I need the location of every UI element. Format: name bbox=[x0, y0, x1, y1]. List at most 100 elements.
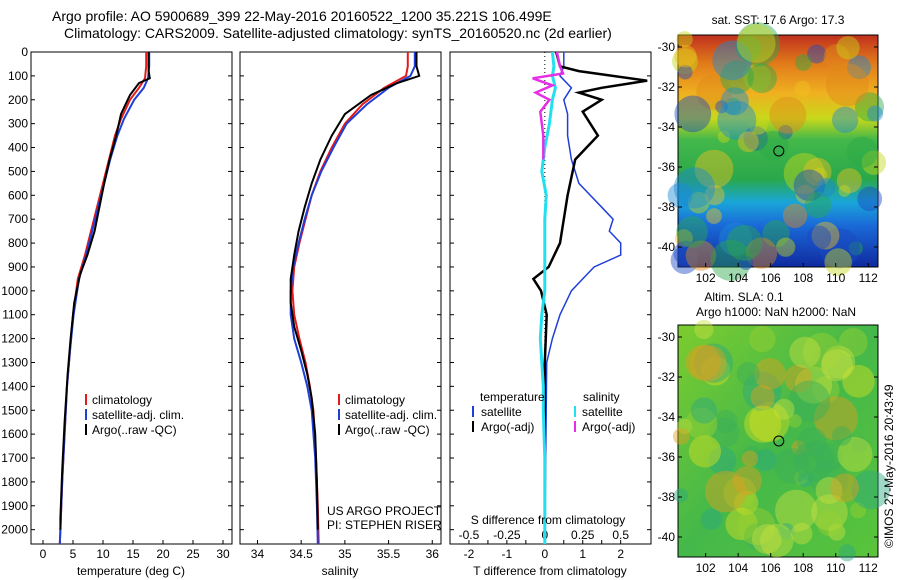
map-texture bbox=[790, 522, 813, 545]
depth-tick-label: 1300 bbox=[1, 355, 28, 369]
map-texture bbox=[709, 417, 740, 448]
map-texture bbox=[789, 336, 821, 368]
map-lat-tick-label: -38 bbox=[658, 200, 676, 214]
map-lon-tick-label: 112 bbox=[859, 271, 878, 285]
map-texture bbox=[685, 240, 717, 271]
map-texture bbox=[819, 228, 860, 269]
temperature-climatology-line bbox=[58, 52, 148, 545]
t-difference-argo-line bbox=[531, 51, 648, 530]
climatology-title: Climatology: CARS2009. Satellite-adjuste… bbox=[64, 25, 612, 41]
map-texture bbox=[754, 449, 777, 471]
map-texture bbox=[741, 450, 759, 467]
depth-tick-label: 500 bbox=[8, 164, 28, 178]
map-texture bbox=[743, 126, 768, 151]
salinity-legend: climatology satellite-adj. clim. Argo(..… bbox=[338, 393, 437, 437]
map-lon-tick-label: 108 bbox=[793, 561, 813, 575]
map-texture bbox=[848, 241, 863, 256]
map-lon-tick-label: 106 bbox=[761, 271, 781, 285]
depth-tick-label: 2000 bbox=[1, 523, 28, 537]
depth-tick-label: 100 bbox=[8, 69, 28, 83]
argo-position-marker bbox=[773, 435, 785, 447]
depth-tick-label: 0 bbox=[21, 45, 28, 59]
map-texture bbox=[811, 221, 840, 250]
map-texture bbox=[760, 523, 794, 558]
map-texture bbox=[667, 182, 693, 208]
map-texture bbox=[673, 488, 689, 503]
map-lat-tick-label: -38 bbox=[658, 490, 676, 504]
t-difference-satellite-line bbox=[544, 52, 622, 545]
salinity-xlabel: salinity bbox=[322, 564, 359, 578]
depth-tick-label: 1900 bbox=[1, 499, 28, 513]
map-texture bbox=[804, 191, 832, 219]
temperature-panel bbox=[30, 51, 233, 545]
map-texture bbox=[836, 36, 860, 60]
map-texture bbox=[837, 436, 873, 472]
map-texture bbox=[813, 396, 858, 441]
map-lon-tick-label: 104 bbox=[728, 271, 748, 285]
salinity-climatology-line bbox=[291, 52, 409, 545]
map-texture bbox=[769, 96, 807, 134]
temperature-tick-label: 10 bbox=[96, 547, 110, 561]
map-texture bbox=[673, 167, 716, 209]
map-texture bbox=[736, 24, 776, 63]
temperature-tick-label: 15 bbox=[126, 547, 140, 561]
map-texture bbox=[733, 490, 759, 515]
temperature-tick-label: 0 bbox=[40, 547, 47, 561]
map-texture bbox=[784, 364, 813, 393]
map-texture bbox=[700, 508, 723, 530]
salinity-tick-label: 34 bbox=[251, 547, 265, 561]
depth-tick-label: 200 bbox=[8, 93, 28, 107]
map-texture bbox=[812, 167, 828, 183]
map-texture bbox=[793, 169, 826, 202]
depth-tick-label: 1700 bbox=[1, 451, 28, 465]
sst-map-title: sat. SST: 17.6 Argo: 17.3 bbox=[712, 13, 845, 27]
map-lat-tick-label: -40 bbox=[658, 240, 676, 254]
s-difference-satellite-line bbox=[538, 51, 557, 544]
map-lat-tick-label: -36 bbox=[658, 450, 676, 464]
salinity-tick-label: 36 bbox=[426, 547, 440, 561]
map-texture bbox=[791, 440, 807, 456]
map-texture bbox=[795, 184, 815, 204]
map-texture bbox=[751, 524, 782, 554]
map-texture bbox=[820, 349, 853, 382]
legend-label-satellite: satellite-adj. clim. bbox=[92, 408, 184, 422]
legend-label-s-satellite: satellite bbox=[582, 405, 623, 419]
depth-tick-label: 1100 bbox=[2, 308, 28, 322]
map-texture bbox=[676, 418, 693, 434]
map-texture bbox=[720, 60, 754, 95]
map-texture bbox=[817, 510, 843, 537]
map-texture bbox=[712, 40, 753, 81]
sla-map bbox=[672, 319, 891, 562]
map-texture bbox=[776, 237, 796, 257]
map-lat-tick-label: -34 bbox=[658, 410, 676, 424]
map-texture bbox=[762, 219, 790, 248]
map-texture bbox=[828, 523, 846, 541]
depth-tick-label: 1800 bbox=[1, 475, 28, 489]
map-texture bbox=[773, 398, 795, 420]
map-texture bbox=[787, 414, 802, 428]
salinity-panel bbox=[239, 51, 442, 545]
map-lon-tick-label: 110 bbox=[826, 271, 845, 285]
map-texture bbox=[857, 186, 883, 212]
map-texture bbox=[715, 100, 728, 114]
map-texture bbox=[726, 224, 763, 261]
map-texture bbox=[717, 100, 757, 140]
sla-map-subtitle: Argo h1000: NaN h2000: NaN bbox=[696, 305, 856, 319]
map-texture bbox=[696, 74, 732, 110]
map-lat-tick-label: -30 bbox=[658, 40, 676, 54]
map-texture bbox=[795, 54, 812, 71]
map-lat-tick-label: -34 bbox=[658, 120, 676, 134]
map-texture bbox=[797, 427, 827, 458]
map-texture bbox=[744, 405, 782, 443]
t-difference-tick-label: 2 bbox=[617, 547, 624, 561]
map-texture bbox=[717, 130, 731, 143]
map-texture bbox=[832, 106, 859, 133]
map-lat-tick-label: -32 bbox=[658, 370, 676, 384]
map-texture bbox=[732, 466, 762, 496]
temperature-legend: climatology satellite-adj. clim. Argo(..… bbox=[85, 393, 184, 437]
map-lon-tick-label: 110 bbox=[826, 561, 845, 575]
map-texture bbox=[736, 22, 781, 67]
profile-title: Argo profile: AO 5900689_399 22-May-2016… bbox=[52, 8, 552, 24]
map-texture bbox=[815, 477, 843, 504]
map-texture bbox=[685, 407, 718, 440]
